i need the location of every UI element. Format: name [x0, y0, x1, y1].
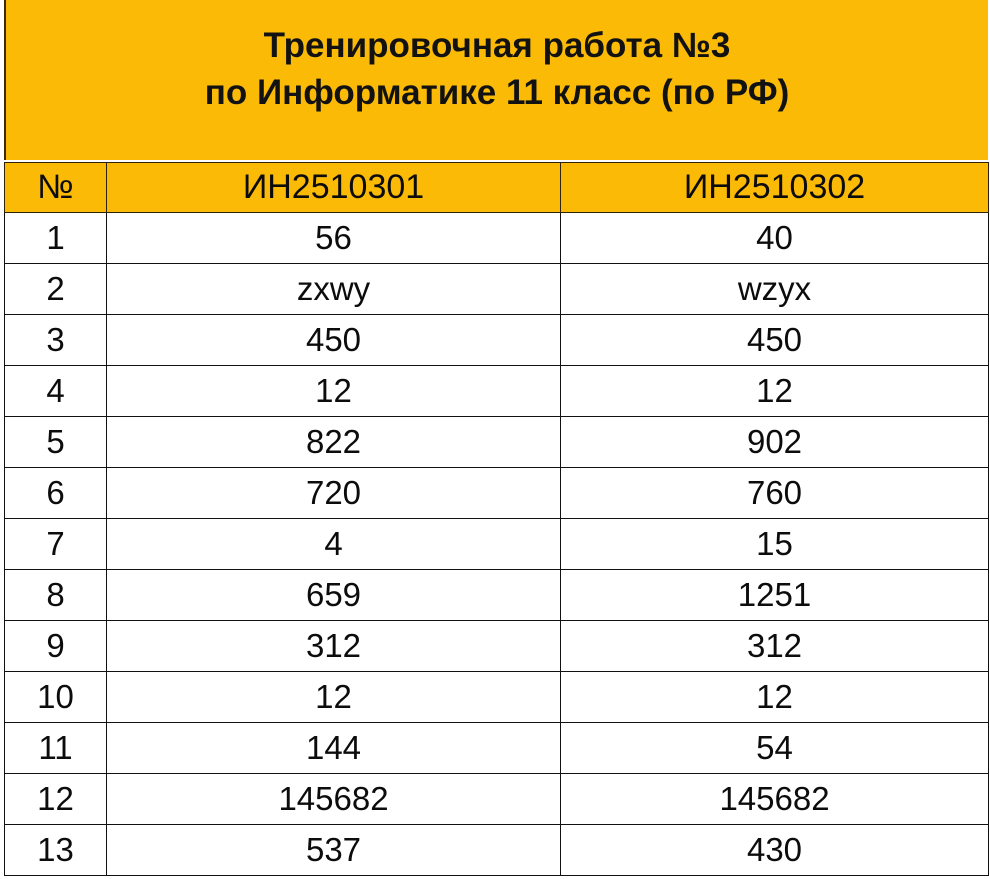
column-header-variant2: ИН2510302 — [560, 162, 989, 213]
answer-table-wrapper: № ИН2510301 ИН2510302 1 56 40 2 zxwy wzyx 3 450… — [4, 162, 989, 876]
cell-row-number: 6 — [4, 467, 107, 519]
table-row: 10 12 12 — [4, 671, 989, 723]
cell-answer-variant2: 54 — [560, 722, 989, 774]
table-row: 2 zxwy wzyx — [4, 263, 989, 315]
cell-row-number: 8 — [4, 569, 107, 621]
table-row: 13 537 430 — [4, 824, 989, 876]
cell-answer-variant1: 822 — [106, 416, 561, 468]
table-row: 12 145682 145682 — [4, 773, 989, 825]
table-row: 3 450 450 — [4, 314, 989, 366]
page-title: Тренировочная работа №3 по Информатике 1… — [204, 26, 790, 113]
cell-row-number: 2 — [4, 263, 107, 315]
cell-answer-variant2: 312 — [560, 620, 989, 672]
cell-row-number: 9 — [4, 620, 107, 672]
answer-table: № ИН2510301 ИН2510302 1 56 40 2 zxwy wzyx 3 450… — [4, 162, 989, 876]
cell-row-number: 10 — [4, 671, 107, 723]
cell-row-number: 7 — [4, 518, 107, 570]
cell-answer-variant2: 12 — [560, 671, 989, 723]
cell-answer-variant1: 720 — [106, 467, 561, 519]
cell-answer-variant1: zxwy — [106, 263, 561, 315]
cell-answer-variant2: 760 — [560, 467, 989, 519]
cell-answer-variant2: 15 — [560, 518, 989, 570]
cell-answer-variant1: 312 — [106, 620, 561, 672]
column-header-variant1: ИН2510301 — [106, 162, 561, 213]
table-row: 11 144 54 — [4, 722, 989, 774]
cell-answer-variant1: 56 — [106, 212, 561, 264]
cell-answer-variant1: 12 — [106, 671, 561, 723]
table-row: 4 12 12 — [4, 365, 989, 417]
cell-row-number: 12 — [4, 773, 107, 825]
cell-answer-variant2: 902 — [560, 416, 989, 468]
title-banner: Тренировочная работа №3 по Информатике 1… — [4, 0, 988, 160]
cell-answer-variant2: 145682 — [560, 773, 989, 825]
cell-answer-variant2: 1251 — [560, 569, 989, 621]
cell-answer-variant1: 144 — [106, 722, 561, 774]
cell-row-number: 13 — [4, 824, 107, 876]
cell-answer-variant1: 12 — [106, 365, 561, 417]
cell-answer-variant2: 12 — [560, 365, 989, 417]
cell-answer-variant1: 537 — [106, 824, 561, 876]
cell-answer-variant1: 659 — [106, 569, 561, 621]
cell-answer-variant2: 40 — [560, 212, 989, 264]
cell-row-number: 11 — [4, 722, 107, 774]
table-row: 1 56 40 — [4, 212, 989, 264]
table-row: 5 822 902 — [4, 416, 989, 468]
cell-answer-variant2: 450 — [560, 314, 989, 366]
cell-row-number: 3 — [4, 314, 107, 366]
cell-row-number: 5 — [4, 416, 107, 468]
cell-answer-variant1: 145682 — [106, 773, 561, 825]
cell-answer-variant1: 4 — [106, 518, 561, 570]
table-row: 8 659 1251 — [4, 569, 989, 621]
table-body: 1 56 40 2 zxwy wzyx 3 450 450 4 12 12 5 822 902 6 720 760… — [4, 212, 989, 876]
cell-answer-variant2: 430 — [560, 824, 989, 876]
cell-row-number: 1 — [4, 212, 107, 264]
cell-answer-variant2: wzyx — [560, 263, 989, 315]
column-header-number: № — [4, 162, 107, 213]
table-row: 6 720 760 — [4, 467, 989, 519]
cell-answer-variant1: 450 — [106, 314, 561, 366]
table-row: 9 312 312 — [4, 620, 989, 672]
table-header-row: № ИН2510301 ИН2510302 — [4, 162, 989, 213]
table-row: 7 4 15 — [4, 518, 989, 570]
cell-row-number: 4 — [4, 365, 107, 417]
